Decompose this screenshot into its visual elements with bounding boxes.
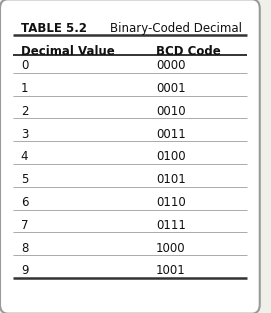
- Text: 0111: 0111: [156, 219, 186, 232]
- Text: 9: 9: [21, 264, 28, 277]
- Text: 3: 3: [21, 127, 28, 141]
- Text: 5: 5: [21, 173, 28, 186]
- FancyBboxPatch shape: [0, 0, 260, 313]
- Text: TABLE 5.2: TABLE 5.2: [21, 23, 91, 35]
- Text: 7: 7: [21, 219, 28, 232]
- Text: 1001: 1001: [156, 264, 186, 277]
- Text: 4: 4: [21, 150, 28, 163]
- Text: 6: 6: [21, 196, 28, 209]
- Text: 0110: 0110: [156, 196, 186, 209]
- Text: 0001: 0001: [156, 82, 185, 95]
- Text: 1: 1: [21, 82, 28, 95]
- Text: Binary-Coded Decimal: Binary-Coded Decimal: [110, 23, 242, 35]
- Text: 0011: 0011: [156, 127, 186, 141]
- Text: 0: 0: [21, 59, 28, 72]
- Text: 1000: 1000: [156, 242, 185, 254]
- Text: 2: 2: [21, 105, 28, 118]
- Text: 0100: 0100: [156, 150, 185, 163]
- Text: 8: 8: [21, 242, 28, 254]
- Text: BCD Code: BCD Code: [156, 45, 221, 58]
- Text: 0000: 0000: [156, 59, 185, 72]
- Text: Decimal Value: Decimal Value: [21, 45, 115, 58]
- Text: 0010: 0010: [156, 105, 185, 118]
- Text: 0101: 0101: [156, 173, 186, 186]
